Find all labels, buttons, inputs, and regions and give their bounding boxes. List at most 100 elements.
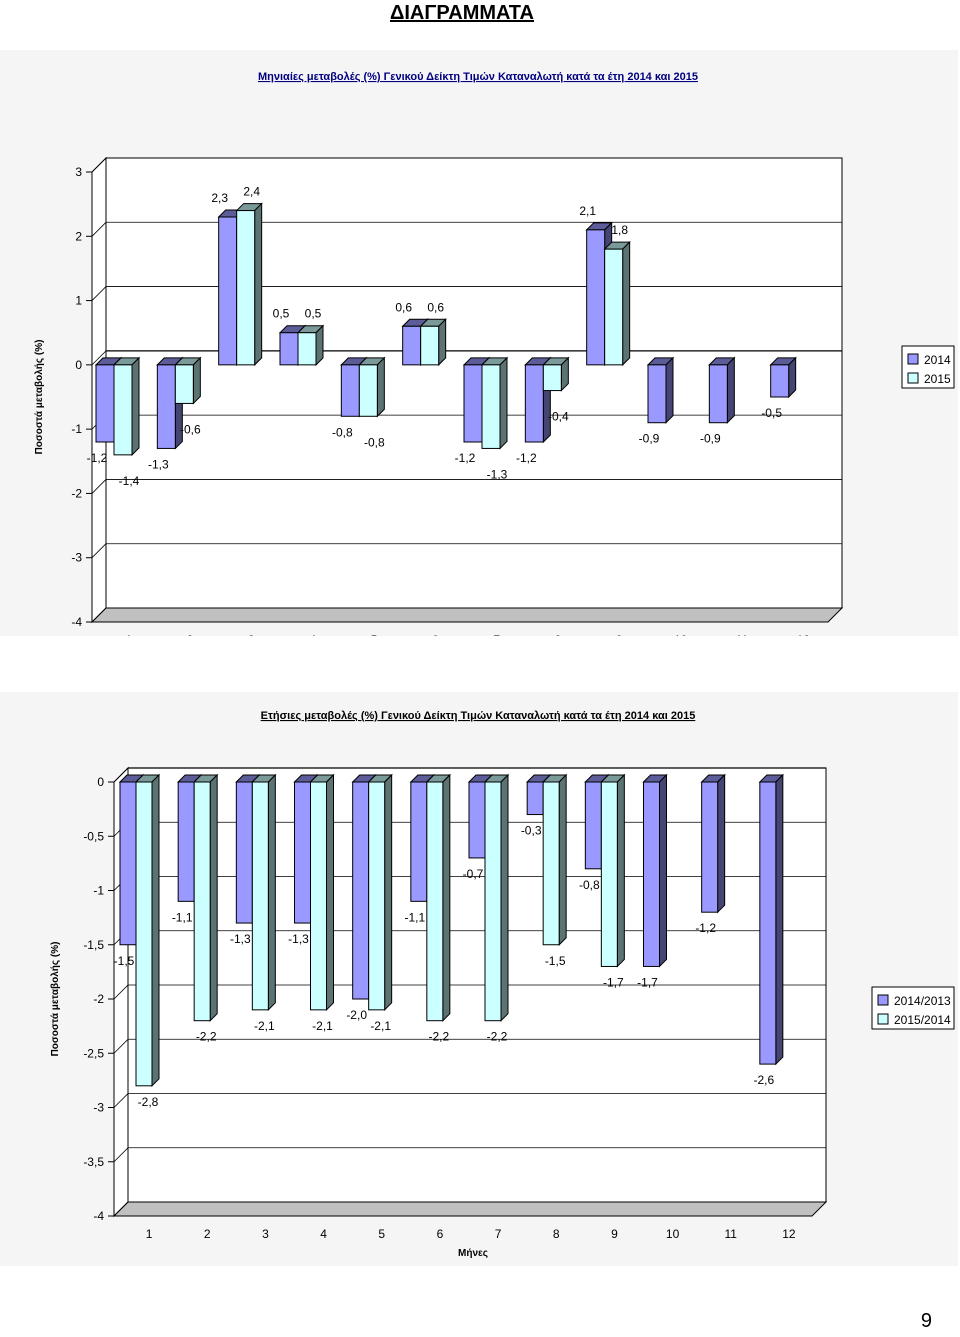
x-tick-label: 11 (725, 1227, 738, 1241)
y-tick-label: -4 (93, 1209, 104, 1223)
data-label: -2,2 (487, 1030, 508, 1044)
legend: 2014/2013 2015/2014 (871, 986, 955, 1030)
gridline-side (91, 607, 107, 623)
x-tick-label: 8 (553, 1227, 560, 1241)
bar-side-face (315, 324, 324, 367)
data-label: -2,2 (428, 1030, 449, 1044)
y-tick-label: 1 (75, 294, 82, 308)
y-tick-label: -4 (71, 615, 82, 629)
bar-2015-3 (235, 202, 263, 367)
legend-swatch (907, 372, 919, 384)
bar-side-face (616, 773, 625, 968)
data-label: -1,5 (114, 954, 135, 968)
x-tick-label: 11 (736, 633, 749, 636)
bar-front-face (524, 364, 544, 443)
x-tick-label: 3 (248, 633, 255, 636)
data-label: -2,1 (254, 1019, 275, 1033)
y-tick-label: -2,5 (83, 1046, 104, 1060)
bar-front-face (643, 781, 660, 967)
x-tick-label: 10 (674, 633, 688, 636)
bar-front-face (600, 781, 618, 967)
bar-side-face (209, 773, 218, 1022)
x-tick-label: 9 (611, 1227, 618, 1241)
gridline-side (113, 1038, 129, 1054)
data-label: -2,0 (346, 1008, 367, 1022)
bar-2015-2014-1 (134, 773, 161, 1088)
bar-2015-2014-8 (541, 773, 568, 946)
data-label: -1,1 (404, 910, 425, 924)
gridline-side (113, 767, 129, 783)
bar-front-face (294, 781, 311, 924)
data-label: -0,8 (332, 425, 353, 439)
x-tick-label: 7 (493, 633, 500, 636)
bar-front-face (352, 781, 370, 1000)
data-label: -0,8 (579, 878, 600, 892)
gridline-side (91, 350, 107, 366)
data-label: -1,7 (603, 975, 624, 989)
bar-front-face (463, 364, 483, 443)
bar-side-face (254, 202, 263, 367)
bar-2015-2014-5 (367, 773, 393, 1012)
bar-front-face (426, 781, 444, 1022)
bar-front-face (481, 364, 501, 449)
x-tick-label: 5 (371, 633, 378, 636)
data-label: -1,2 (455, 451, 476, 465)
y-tick-label: -2 (71, 486, 82, 500)
y-axis-label: Ποσοστά μεταβολής (%) (34, 340, 45, 455)
y-tick-label: -0,5 (83, 829, 104, 843)
data-label: -1,3 (288, 932, 309, 946)
x-tick-label: 4 (309, 633, 316, 636)
data-label: -1,7 (637, 975, 658, 989)
data-label: -1,3 (230, 932, 251, 946)
data-label: -2,6 (753, 1073, 774, 1087)
x-tick-label: 1 (146, 1227, 153, 1241)
data-label: -1,1 (172, 910, 193, 924)
bar-front-face (156, 364, 176, 449)
data-label: -1,2 (695, 921, 716, 935)
bar-2015-8 (542, 356, 570, 392)
data-label: -1,5 (545, 954, 566, 968)
data-label: 0,5 (273, 307, 290, 321)
bar-2014-10 (646, 356, 675, 424)
bar-2014-2013-10 (642, 773, 668, 968)
bar-side-face (384, 773, 393, 1012)
data-label: 0,6 (395, 300, 412, 314)
legend-label: 2014 (924, 353, 951, 367)
bar-front-face (586, 229, 606, 366)
x-tick-label: 3 (262, 1227, 269, 1241)
bar-front-face (759, 781, 777, 1065)
bar-2015-6 (419, 318, 447, 367)
bar-side-face (775, 773, 784, 1066)
x-tick-label: 6 (432, 633, 439, 636)
bar-front-face (310, 781, 327, 1011)
x-tick-label: 1 (125, 633, 132, 636)
plot-floor (90, 607, 844, 623)
bar-front-face (410, 781, 428, 902)
bar-side-face (442, 773, 451, 1022)
data-label: -0,6 (180, 422, 201, 436)
bar-front-face (177, 781, 195, 902)
gridline-side (91, 286, 107, 301)
bar-side-face (622, 240, 631, 367)
chart-title: Μηνιαίες μεταβολές (%) Γενικού Δείκτη Τι… (258, 71, 698, 83)
data-label: 2,1 (579, 204, 596, 218)
bar-2015-2014-6 (425, 773, 452, 1022)
legend-label: 2015 (924, 372, 951, 386)
bar-side-face (558, 773, 567, 946)
chart-title: Ετήσιες μεταβολές (%) Γενικού Δείκτη Τιμ… (261, 710, 696, 722)
bar-2015-2014-2 (192, 773, 219, 1022)
bar-side-face (717, 773, 726, 914)
bar-front-face (708, 364, 728, 424)
bar-front-face (135, 781, 153, 1087)
y-axis-label: Ποσοστά μεταβολής (%) (50, 942, 61, 1057)
gridline-side (91, 222, 107, 237)
x-tick-label: 6 (437, 1227, 444, 1241)
bar-2015-7 (480, 356, 509, 450)
data-label: -2,8 (138, 1095, 159, 1109)
bar-2014-2013-12 (758, 773, 785, 1066)
y-tick-label: -1 (93, 884, 104, 898)
bar-front-face (340, 364, 360, 417)
data-label: 0,5 (305, 307, 322, 321)
gridline-side (91, 479, 107, 494)
